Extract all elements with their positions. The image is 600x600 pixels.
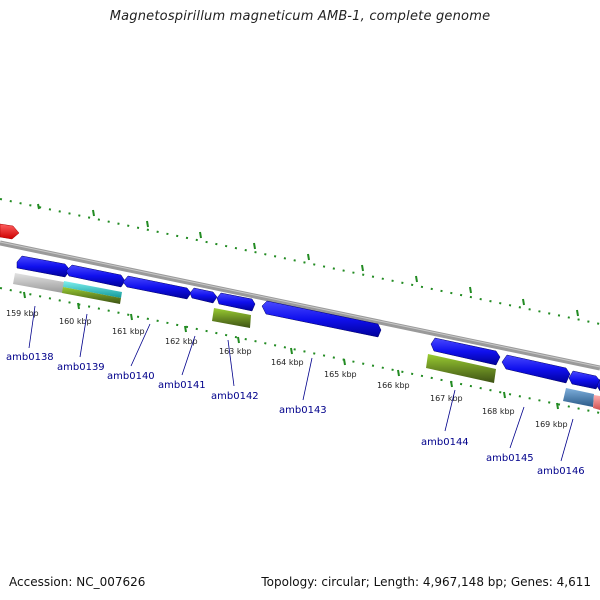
- gene-feature-amb0141[interactable]: [189, 287, 218, 304]
- gene-label-amb0139[interactable]: amb0139: [57, 362, 105, 373]
- genome-title: Magnetospirillum magneticum AMB-1, compl…: [109, 9, 491, 24]
- kbp-label: 167 kbp: [430, 394, 463, 403]
- cyan-feature[interactable]: [63, 281, 122, 298]
- gene-label-leaders: [28, 305, 574, 462]
- lower-tick-track: [0, 287, 600, 414]
- gene-labels: amb0138 amb0139 amb0140 amb0141 amb0142 …: [6, 352, 585, 477]
- kbp-label: 169 kbp: [535, 420, 568, 429]
- gene-label-amb0144[interactable]: amb0144: [421, 437, 469, 448]
- olive-feature-amb0142[interactable]: [212, 308, 251, 328]
- olive-feature-amb0144[interactable]: [426, 354, 496, 383]
- upper-tick-track: [0, 198, 600, 325]
- gene-feature-amb0140[interactable]: [122, 275, 192, 300]
- gene-feature-amb0138[interactable]: [16, 255, 71, 278]
- gene-feature-amb0146[interactable]: [568, 370, 600, 390]
- upper-major-ticks: [37, 203, 579, 317]
- kbp-label: 160 kbp: [59, 317, 92, 326]
- pink-feature[interactable]: [593, 395, 600, 410]
- gene-label-amb0143[interactable]: amb0143: [279, 405, 327, 416]
- lower-major-ticks: [23, 291, 559, 410]
- gene-label-amb0138[interactable]: amb0138: [6, 352, 54, 363]
- gene-label-amb0146[interactable]: amb0146: [537, 466, 585, 477]
- accession-text: Accession: NC_007626: [9, 575, 146, 589]
- gene-feature-amb0139[interactable]: [65, 264, 126, 288]
- kbp-label: 159 kbp: [6, 309, 39, 318]
- gene-label-amb0145[interactable]: amb0145: [486, 453, 534, 464]
- gene-label-amb0141[interactable]: amb0141: [158, 380, 206, 391]
- gene-label-amb0140[interactable]: amb0140: [107, 371, 155, 382]
- gene-feature-amb0143[interactable]: [261, 300, 382, 338]
- gene-feature-edge[interactable]: [596, 378, 600, 392]
- steel-blue-feature[interactable]: [563, 388, 594, 407]
- red-feature-arrow[interactable]: [0, 223, 20, 240]
- kbp-label: 166 kbp: [377, 381, 410, 390]
- forward-strand-features: [16, 255, 600, 392]
- kbp-label: 162 kbp: [165, 337, 198, 346]
- gene-feature-amb0142[interactable]: [216, 292, 256, 312]
- kbp-label: 168 kbp: [482, 407, 515, 416]
- gene-feature-amb0145[interactable]: [501, 354, 571, 384]
- kbp-label: 163 kbp: [219, 347, 252, 356]
- olive-feature-amb0139[interactable]: [62, 287, 121, 304]
- kbp-label: 165 kbp: [324, 370, 357, 379]
- topology-text: Topology: circular; Length: 4,967,148 bp…: [261, 575, 591, 589]
- gene-label-amb0142[interactable]: amb0142: [211, 391, 259, 402]
- genome-backbone: [0, 240, 600, 371]
- kbp-labels: 159 kbp 160 kbp 161 kbp 162 kbp 163 kbp …: [6, 309, 568, 429]
- grey-feature[interactable]: [13, 273, 64, 293]
- annotation-features: [13, 273, 600, 410]
- kbp-label: 164 kbp: [271, 358, 304, 367]
- kbp-label: 161 kbp: [112, 327, 145, 336]
- gene-feature-amb0144[interactable]: [430, 337, 501, 366]
